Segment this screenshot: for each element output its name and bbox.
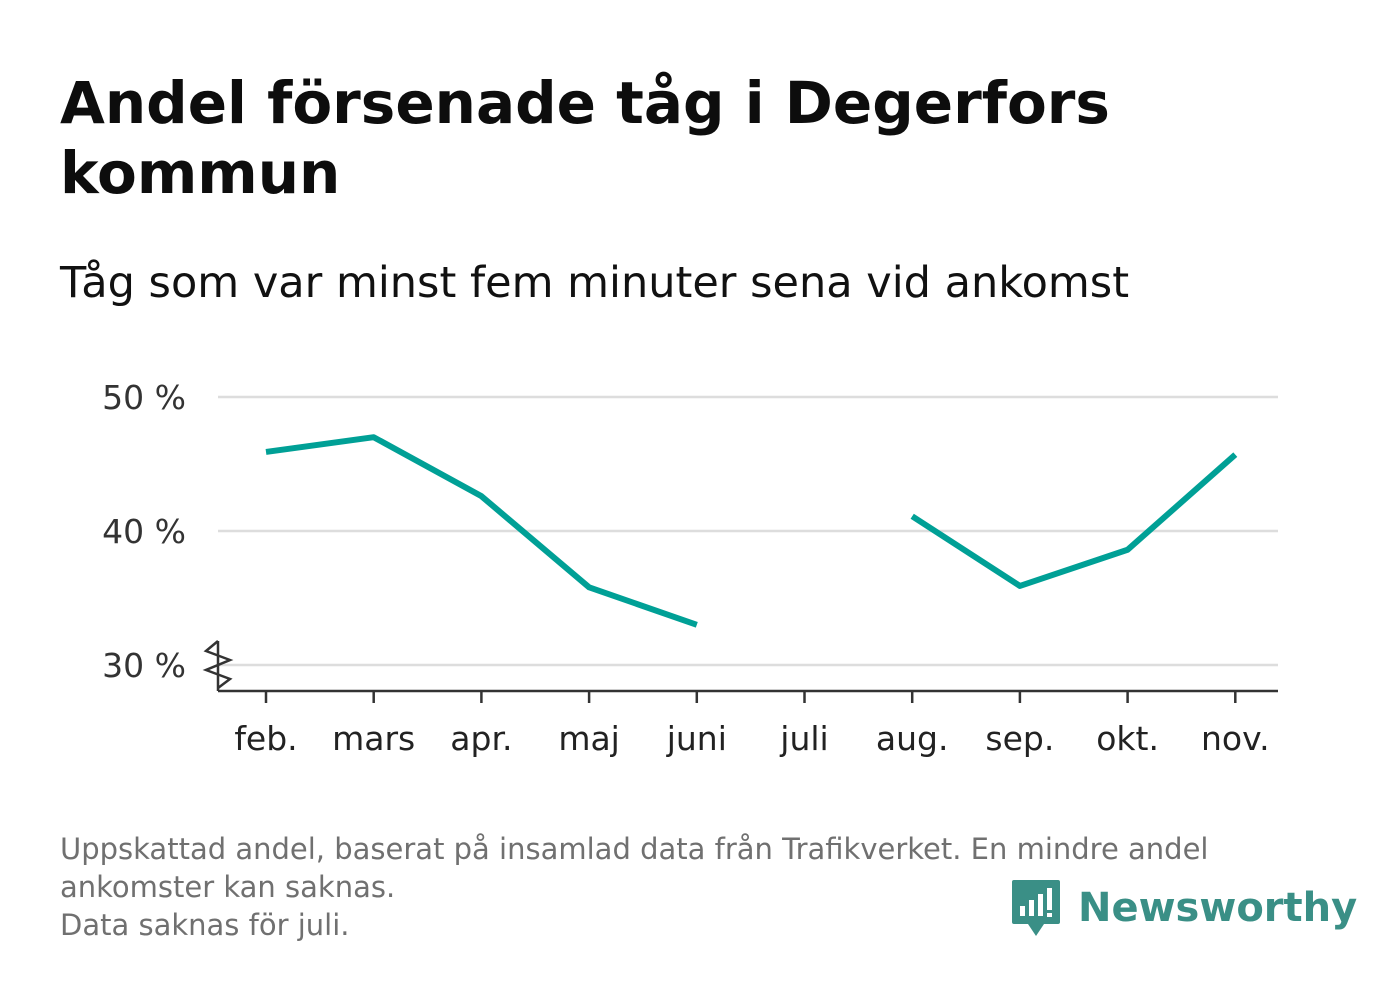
- series-line-segment-1: [910, 452, 1238, 589]
- y-tick-label-30: 30 %: [102, 646, 186, 685]
- y-tick-label-40: 40 %: [102, 512, 186, 551]
- x-tick-label-7: sep.: [985, 719, 1054, 758]
- x-tick-label-9: nov.: [1201, 719, 1270, 758]
- x-tick-label-6: aug.: [876, 719, 949, 758]
- chart-subtitle: Tåg som var minst fem minuter sena vid a…: [60, 258, 1130, 308]
- brand-name: Newsworthy: [1078, 885, 1358, 931]
- newsworthy-logo-icon: [1012, 880, 1060, 936]
- footnote-source: Uppskattad andel, baserat på insamlad da…: [60, 832, 1209, 904]
- x-tick-label-8: okt.: [1096, 719, 1159, 758]
- y-tick-label-50: 50 %: [102, 378, 186, 417]
- x-tick-label-3: maj: [558, 719, 620, 758]
- x-tick-label-0: feb.: [234, 719, 297, 758]
- chart-title: Andel försenade tåg i Degerfors kommun: [60, 69, 1110, 207]
- footnote-missing-data: Data saknas för juli.: [60, 908, 350, 942]
- x-tick-label-5: juli: [779, 719, 828, 758]
- footnote: Uppskattad andel, baserat på insamlad da…: [60, 830, 1320, 944]
- axis-break-icon: [202, 640, 234, 689]
- x-tick-label-1: mars: [332, 719, 415, 758]
- brand-logo: Newsworthy: [1010, 878, 1357, 938]
- x-tick-label-4: juni: [666, 719, 727, 758]
- x-tick-label-2: apr.: [450, 719, 512, 758]
